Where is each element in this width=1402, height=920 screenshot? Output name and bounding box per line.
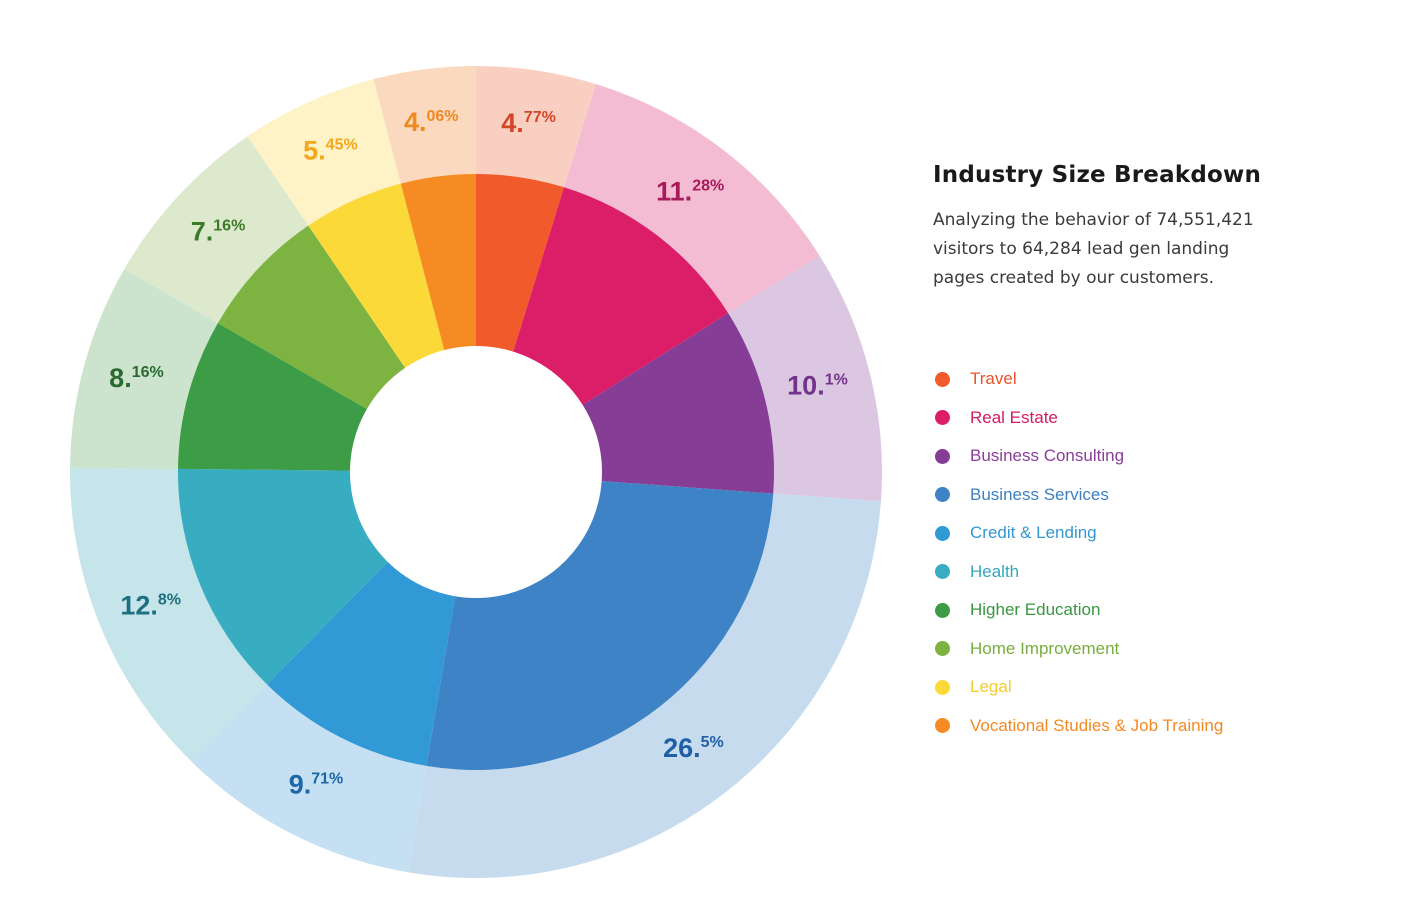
value-label-integer: 5. <box>303 136 326 166</box>
outer-slice-home-improvement <box>124 136 309 324</box>
slice-higher-education <box>178 323 368 471</box>
value-label-fraction: 06% <box>426 108 458 125</box>
outer-slice-health <box>69 467 268 762</box>
legend-item: Legal <box>935 668 1223 707</box>
legend-label: Home Improvement <box>970 638 1120 658</box>
inner-ring <box>178 174 774 770</box>
legend-item: Real Estate <box>935 399 1223 438</box>
legend-label: Health <box>970 561 1020 581</box>
legend-dot-icon <box>935 564 950 580</box>
legend-item: Business Consulting <box>935 437 1223 476</box>
legend-item: Vocational Studies & Job Training <box>935 707 1223 746</box>
outer-slice-real-estate <box>563 84 820 314</box>
legend-dot-icon <box>935 487 950 503</box>
value-label-fraction: 45% <box>326 137 358 154</box>
legend-dot-icon <box>935 718 950 734</box>
legend-label: Legal <box>970 677 1012 697</box>
legend-dot-icon <box>935 602 950 618</box>
legend-dot-icon <box>935 448 950 464</box>
value-label-fraction: 1% <box>825 372 848 389</box>
outer-slice-business-services <box>408 493 881 878</box>
value-label-fraction: 8% <box>158 591 181 608</box>
value-label-integer: 10. <box>787 371 825 401</box>
value-label-integer: 11. <box>656 177 692 207</box>
slice-travel <box>476 174 564 353</box>
legend-dot-icon <box>935 371 950 387</box>
outer-slice-business-consulting <box>727 255 882 502</box>
value-label-integer: 12. <box>120 590 158 620</box>
legend-label: Credit & Lending <box>970 523 1097 543</box>
legend-label: Travel <box>970 369 1017 389</box>
slice-health <box>178 468 389 685</box>
value-label-health: 12.8% <box>120 590 181 620</box>
legend-label: Business Services <box>970 484 1109 504</box>
legend-dot-icon <box>935 410 950 426</box>
value-label-credit-lending: 9.71% <box>289 770 344 800</box>
value-label-integer: 9. <box>289 770 312 800</box>
legend-item: Health <box>935 553 1223 592</box>
legend-item: Business Services <box>935 476 1223 515</box>
value-label-travel: 4.77% <box>501 108 556 138</box>
legend-dot-icon <box>935 641 950 657</box>
side-panel: Industry Size Breakdown Analyzing the be… <box>933 162 1333 293</box>
value-labels: 4.77%11.28%10.1%26.5%9.71%12.8%8.16%7.16… <box>109 107 848 800</box>
legend-dot-icon <box>935 679 950 695</box>
legend: Travel Real Estate Business Consulting Busi… <box>935 360 1223 745</box>
value-label-fraction: 71% <box>311 771 343 788</box>
value-label-integer: 26. <box>663 733 701 763</box>
chart-title: Industry Size Breakdown <box>933 162 1262 188</box>
value-label-integer: 4. <box>404 107 427 137</box>
value-label-fraction: 77% <box>524 109 556 126</box>
legend-label: Higher Education <box>970 600 1101 620</box>
value-label-integer: 7. <box>191 217 214 247</box>
slice-credit-lending <box>267 561 456 766</box>
value-label-legal: 5.45% <box>303 136 358 166</box>
legend-item: Higher Education <box>935 591 1223 630</box>
value-label-fraction: 5% <box>701 734 724 751</box>
slice-business-services <box>426 481 774 770</box>
value-label-vocational-studies-job-training: 4.06% <box>404 107 459 137</box>
value-label-real-estate: 11.28% <box>656 177 724 207</box>
slice-real-estate <box>512 187 729 406</box>
chart-description: Analyzing the behavior of 74,551,421 vis… <box>933 210 1254 288</box>
slice-business-consulting <box>581 313 774 494</box>
donut-hole <box>350 346 602 598</box>
outer-slice-higher-education <box>70 269 219 469</box>
value-label-integer: 8. <box>109 363 132 393</box>
legend-label: Vocational Studies & Job Training <box>970 715 1224 735</box>
value-label-business-services: 26.5% <box>663 733 724 763</box>
legend-label: Business Consulting <box>970 446 1125 466</box>
outer-slice-legal <box>247 79 402 227</box>
legend-item: Travel <box>935 360 1223 399</box>
slice-home-improvement <box>217 225 406 410</box>
value-label-fraction: 16% <box>132 364 164 381</box>
slice-vocational-studies-job-training <box>400 174 476 352</box>
legend-item: Home Improvement <box>935 630 1223 669</box>
legend-label: Real Estate <box>970 407 1058 427</box>
value-label-integer: 4. <box>501 108 524 138</box>
outer-ring <box>69 66 882 878</box>
value-label-home-improvement: 7.16% <box>191 217 246 247</box>
slice-legal <box>308 183 445 369</box>
outer-slice-vocational-studies-job-training <box>373 66 476 185</box>
value-label-higher-education: 8.16% <box>109 363 164 393</box>
value-label-fraction: 28% <box>692 178 724 195</box>
value-label-fraction: 16% <box>213 218 245 235</box>
legend-dot-icon <box>935 525 950 541</box>
outer-slice-credit-lending <box>191 683 427 873</box>
outer-slice-travel <box>476 66 596 189</box>
value-label-business-consulting: 10.1% <box>787 371 848 401</box>
legend-item: Credit & Lending <box>935 514 1223 553</box>
